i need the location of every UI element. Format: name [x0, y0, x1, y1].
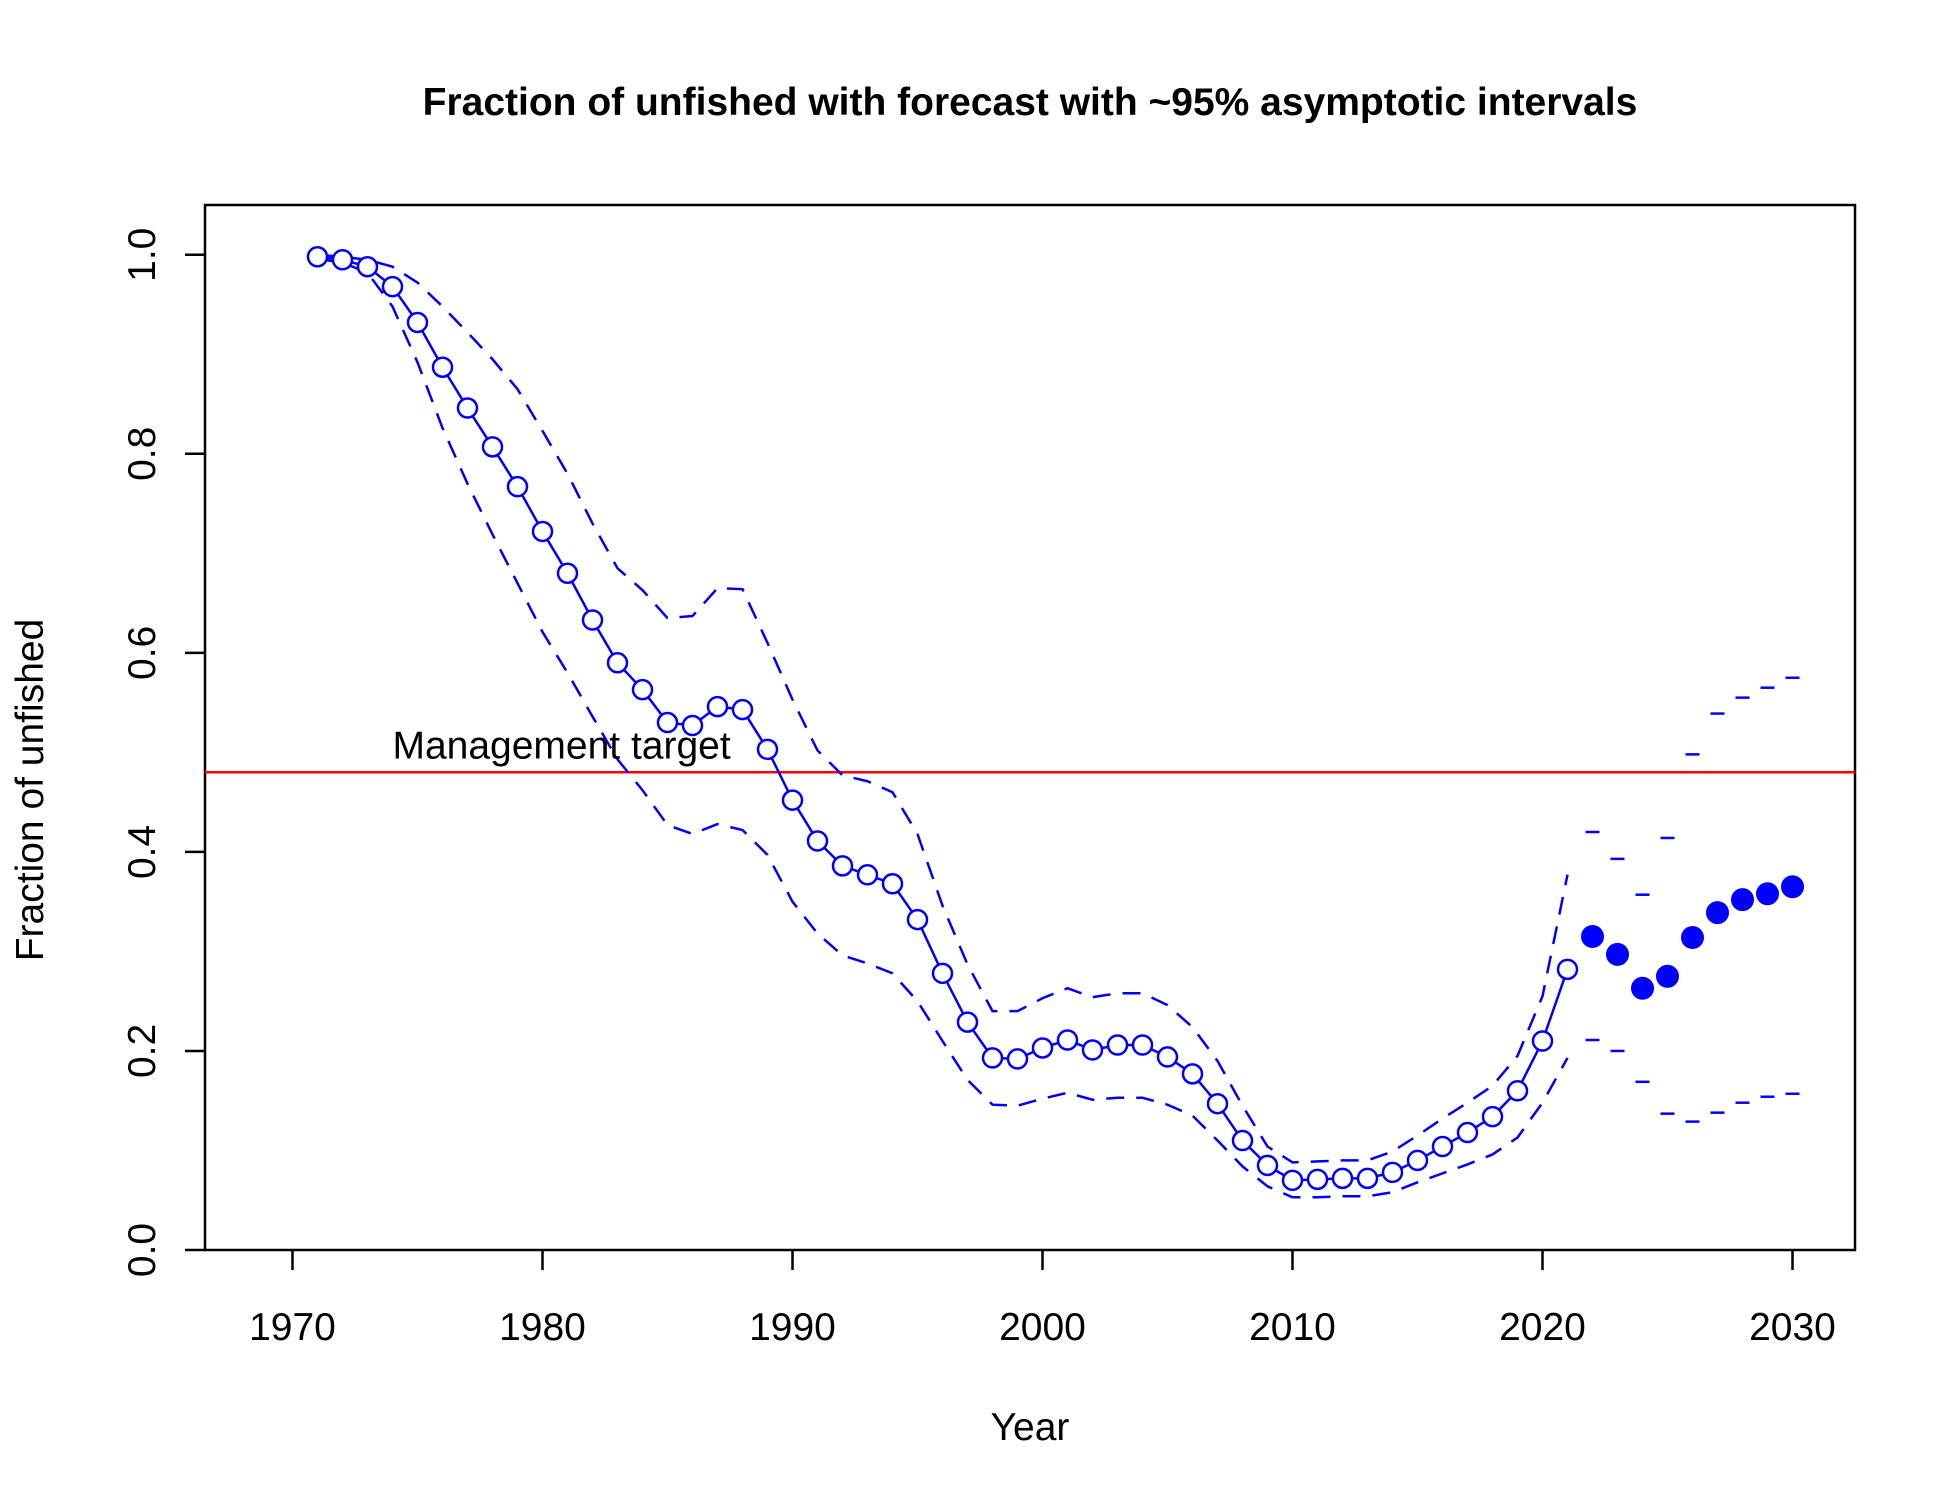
- estimate-point: [581, 609, 604, 631]
- estimate-point: [531, 520, 554, 543]
- estimate-point: [756, 738, 779, 761]
- estimate-point: [1556, 958, 1579, 981]
- y-tick-label: 1.0: [121, 228, 164, 282]
- estimate-point: [556, 562, 579, 584]
- estimate-point: [1156, 1046, 1179, 1068]
- x-tick-label: 1990: [749, 1306, 836, 1349]
- estimate-point: [356, 255, 379, 278]
- estimate-point: [1231, 1129, 1254, 1152]
- estimate-point: [406, 311, 429, 334]
- estimate-point: [631, 678, 654, 701]
- management-target-label: Management target: [393, 724, 731, 767]
- estimate-point: [1081, 1039, 1104, 1061]
- estimate-point: [981, 1047, 1004, 1069]
- x-axis-label: Year: [991, 1406, 1070, 1449]
- estimate-point: [1056, 1029, 1079, 1051]
- forecast-point: [1606, 942, 1629, 966]
- forecast-point: [1631, 976, 1654, 1000]
- estimate-point: [1356, 1167, 1379, 1190]
- estimate-point: [381, 275, 404, 298]
- estimate-point: [1131, 1034, 1154, 1056]
- estimate-point: [1206, 1092, 1229, 1115]
- estimate-point: [1331, 1167, 1354, 1190]
- estimate-point: [731, 698, 754, 721]
- forecast-point: [1656, 964, 1679, 988]
- x-tick-label: 1980: [499, 1306, 586, 1349]
- x-tick-label: 1970: [249, 1306, 336, 1349]
- estimate-point: [856, 864, 879, 886]
- y-tick-label: 0.2: [121, 1024, 164, 1078]
- x-tick-label: 2000: [999, 1306, 1086, 1349]
- estimate-point: [1106, 1034, 1129, 1056]
- chart-title: Fraction of unfished with forecast with …: [423, 81, 1638, 124]
- estimate-point: [1431, 1135, 1454, 1158]
- forecast-point: [1731, 888, 1754, 912]
- plot-frame: [203, 203, 1857, 1252]
- y-tick-label: 0.6: [121, 626, 164, 680]
- estimate-point: [681, 714, 704, 737]
- forecast-point: [1756, 882, 1779, 906]
- estimate-point: [1531, 1030, 1554, 1052]
- estimate-point: [781, 789, 804, 811]
- estimate-point: [1281, 1169, 1304, 1192]
- estimate-point: [1381, 1161, 1404, 1184]
- forecast-point: [1706, 901, 1729, 925]
- estimate-point: [506, 475, 529, 498]
- x-tick-label: 2020: [1499, 1306, 1586, 1349]
- estimate-point: [306, 246, 329, 268]
- estimate-point: [1481, 1105, 1504, 1128]
- estimate-point: [806, 830, 829, 852]
- x-tick-label: 2030: [1749, 1306, 1836, 1349]
- y-axis-label: Fraction of unfished: [9, 619, 52, 962]
- y-tick-label: 0.8: [121, 427, 164, 481]
- dashed-interval-upper-line: [317, 253, 1569, 1164]
- estimate-point: [1506, 1080, 1529, 1102]
- x-tick-label: 2010: [1249, 1306, 1336, 1349]
- estimate-point: [831, 855, 854, 877]
- estimate-point: [1306, 1168, 1329, 1191]
- estimate-point: [431, 356, 454, 378]
- y-tick-label: 0.0: [121, 1223, 164, 1277]
- forecast-point: [1681, 925, 1704, 949]
- estimate-point: [706, 695, 729, 718]
- estimate-point: [1031, 1037, 1054, 1059]
- estimate-point: [1406, 1149, 1429, 1172]
- dashed-interval-lower-line: [317, 257, 1569, 1199]
- estimate-point: [1006, 1048, 1029, 1070]
- estimate-point: [931, 962, 954, 985]
- estimate-point: [331, 248, 354, 271]
- estimate-point: [906, 908, 929, 931]
- estimate-point: [956, 1011, 979, 1033]
- estimate-point: [1456, 1121, 1479, 1144]
- estimate-point: [481, 436, 504, 458]
- estimate-point: [656, 711, 679, 734]
- forecast-point: [1781, 875, 1804, 899]
- estimate-point: [1256, 1154, 1279, 1177]
- estimate-point: [606, 652, 629, 674]
- estimate-point: [881, 873, 904, 895]
- plot-area: 1970 1980 1990 2000 2010 2020 2030 0.0 0.2 0.4 0.6…: [121, 203, 1857, 1349]
- forecast-point: [1581, 925, 1604, 948]
- estimate-point: [1181, 1063, 1204, 1085]
- estimate-point: [456, 397, 479, 419]
- y-tick-label: 0.4: [121, 825, 164, 879]
